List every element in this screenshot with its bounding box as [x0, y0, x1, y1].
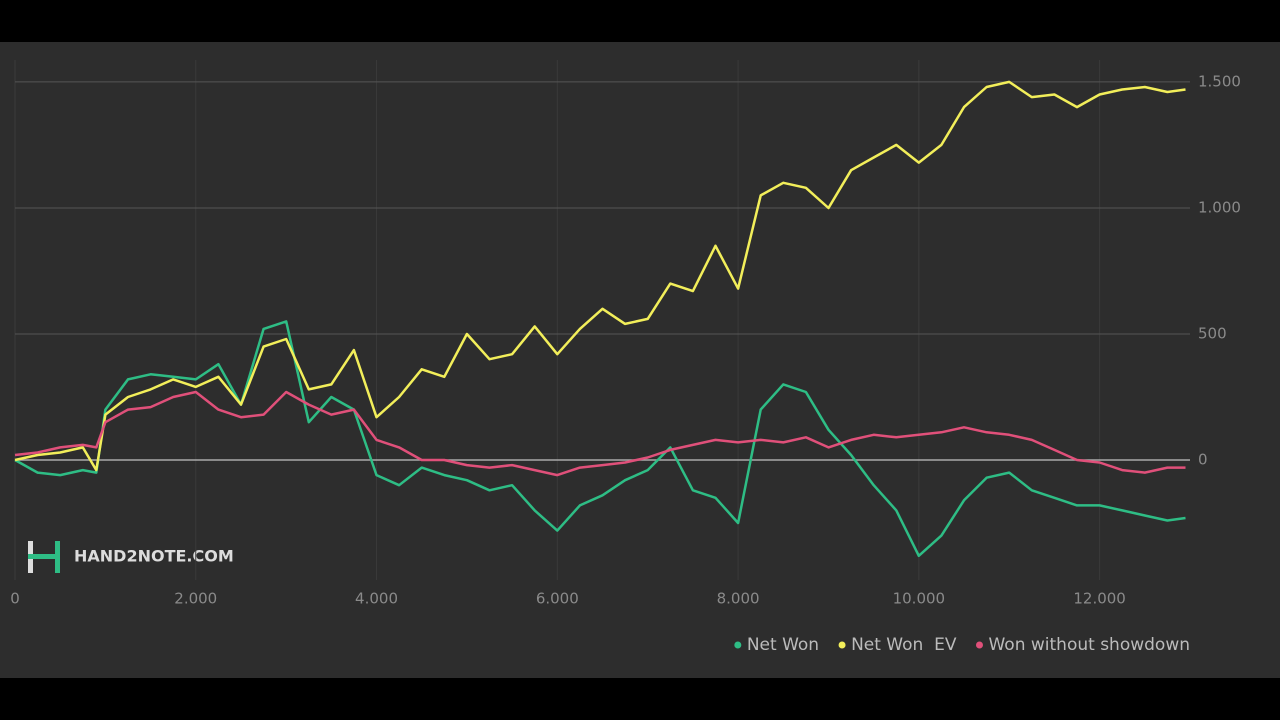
chart-panel [0, 42, 1280, 678]
y-tick-label: 500 [1198, 324, 1227, 342]
series-line [14, 80, 1186, 472]
legend-label: Net Won [747, 635, 819, 655]
x-tick-label: 4.000 [355, 590, 398, 608]
series-line [14, 320, 1186, 558]
legend-marker [734, 641, 742, 649]
x-tick-label: 2.000 [174, 590, 217, 608]
legend-marker [975, 641, 983, 649]
y-tick-label: 1.500 [1198, 72, 1241, 90]
x-tick-label: 10.000 [893, 590, 946, 608]
x-tick-label: 12.000 [1073, 590, 1126, 608]
x-tick-label: 0 [10, 590, 20, 608]
x-tick-label: 8.000 [717, 590, 760, 608]
watermark: HAND2NOTE.COM [74, 547, 234, 566]
legend-marker [838, 641, 846, 649]
y-tick-label: 0 [1198, 451, 1208, 469]
legend: Won without showdown Net Won EV Net Won [734, 635, 1190, 655]
series-line [14, 390, 1186, 477]
x-tick-label: 6.000 [536, 590, 579, 608]
legend-label: Net Won EV [851, 635, 957, 655]
watermark-logo [28, 541, 60, 573]
y-tick-label: 1.000 [1198, 198, 1241, 216]
legend-label: Won without showdown [988, 635, 1190, 655]
